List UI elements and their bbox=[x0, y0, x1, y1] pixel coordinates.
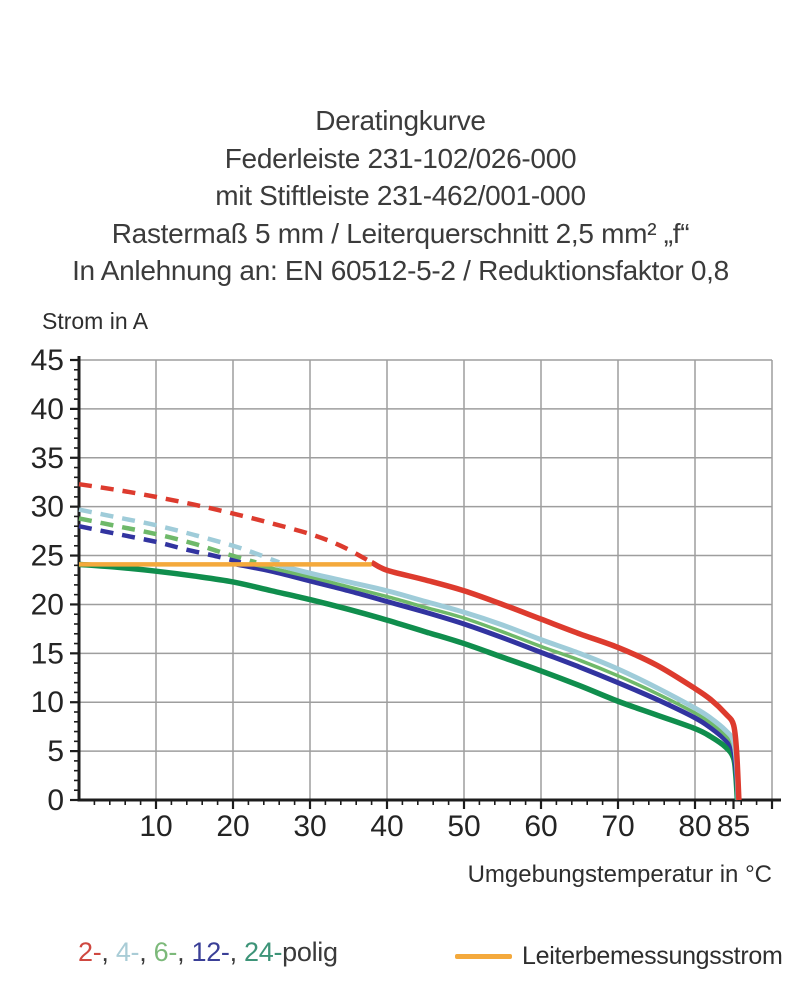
y-tick-label-35: 35 bbox=[31, 442, 64, 475]
y-tick-label-0: 0 bbox=[47, 784, 64, 817]
legend-pole-12: 12- bbox=[191, 937, 230, 967]
title-line-3: mit Stiftleiste 231-462/001-000 bbox=[215, 180, 586, 211]
title-line-4: Rastermaß 5 mm / Leiterquerschnitt 2,5 m… bbox=[111, 217, 690, 249]
x-tick-label-85: 85 bbox=[717, 810, 750, 843]
curve-12-polig-theoretisch bbox=[78, 524, 242, 565]
title-line-5: In Anlehnung an: EN 60512-5-2 / Reduktio… bbox=[72, 255, 729, 286]
curve-6-polig-theoretisch bbox=[78, 516, 257, 565]
title-line-2: Federleiste 231-102/026-000 bbox=[224, 142, 577, 174]
legend-pole-4: 4- bbox=[115, 937, 140, 967]
legend-polig-suffix: polig bbox=[282, 937, 338, 967]
y-tick-label-40: 40 bbox=[31, 393, 64, 426]
curves bbox=[78, 481, 742, 801]
legend-row: 2-, 4-, 6-, 12-, 24-polig Leiterbemessun… bbox=[0, 933, 801, 979]
rated-current-line-swatch bbox=[455, 953, 512, 959]
y-tick-label-20: 20 bbox=[31, 588, 64, 621]
legend-pole-2: 2- bbox=[78, 937, 102, 967]
x-axis-title: Umgebungstemperatur in °C bbox=[467, 861, 772, 888]
curve-2-polig-theoretisch bbox=[78, 481, 373, 565]
legend-pole-6: 6- bbox=[153, 937, 178, 967]
x-tick-label-30: 30 bbox=[293, 810, 326, 843]
x-tick-label-60: 60 bbox=[524, 810, 557, 843]
legend-pole-24: 24- bbox=[244, 937, 283, 967]
curve-2-polig bbox=[370, 559, 742, 801]
legend-pole-tokens: 2-, 4-, 6-, 12-, 24- bbox=[78, 937, 282, 967]
axis-ticks bbox=[70, 358, 774, 809]
y-tick-label-45: 45 bbox=[31, 344, 64, 377]
curve-4-polig-theoretisch bbox=[78, 507, 281, 565]
x-tick-label-40: 40 bbox=[370, 810, 403, 843]
y-tick-label-25: 25 bbox=[31, 540, 64, 573]
x-tick-label-70: 70 bbox=[601, 810, 634, 843]
tick-labels: 0 5 10 15 20 25 30 35 40 45 10 20 30 40 50 60 70 80 85 bbox=[31, 344, 751, 843]
curve-12-polig bbox=[236, 561, 741, 801]
curve-24-polig bbox=[78, 561, 741, 801]
x-tick-label-10: 10 bbox=[139, 810, 172, 843]
y-tick-label-30: 30 bbox=[31, 491, 64, 524]
curve-6-polig bbox=[251, 562, 740, 801]
y-tick-label-15: 15 bbox=[31, 637, 64, 670]
grid-lines bbox=[79, 359, 773, 800]
rated-current-label: Leiterbemessungsstrom bbox=[522, 941, 783, 970]
legend-separator: , bbox=[139, 937, 154, 967]
legend-rated-current: Leiterbemessungsstrom bbox=[455, 933, 783, 979]
legend-separator: , bbox=[101, 937, 116, 967]
x-tick-label-50: 50 bbox=[447, 810, 480, 843]
chart-title-block: Deratingkurve Federleiste 231-102/026-00… bbox=[0, 102, 801, 290]
y-axis-title: Strom in A bbox=[42, 308, 149, 334]
y-tick-label-10: 10 bbox=[31, 686, 64, 719]
x-tick-label-80: 80 bbox=[678, 810, 711, 843]
legend-separator: , bbox=[229, 937, 245, 967]
curve-4-polig bbox=[274, 561, 741, 801]
legend-separator: , bbox=[177, 937, 192, 967]
x-tick-label-20: 20 bbox=[216, 810, 249, 843]
title-line-1: Deratingkurve bbox=[315, 105, 486, 136]
legend-pole-counts: 2-, 4-, 6-, 12-, 24-polig bbox=[78, 937, 338, 968]
y-tick-label-5: 5 bbox=[47, 735, 64, 768]
